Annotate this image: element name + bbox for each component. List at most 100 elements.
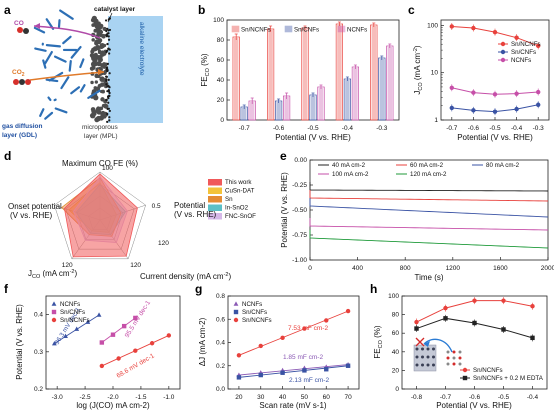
h-inset-edta-atom — [446, 362, 450, 366]
catalyst-particle — [104, 19, 108, 22]
g-point — [302, 368, 307, 373]
gdl-fiber — [62, 35, 72, 45]
c-point — [449, 85, 454, 90]
e-series-line — [309, 190, 549, 202]
c-xtick-label: -0.4 — [511, 125, 523, 132]
h-point — [443, 305, 448, 311]
catalyst-particle — [105, 67, 109, 70]
h-inset-atom — [415, 363, 419, 367]
h-inset-cross-2 — [415, 337, 425, 347]
gdl-fiber — [45, 43, 61, 48]
catalyst-particle — [105, 75, 108, 78]
panel-c-series — [449, 22, 541, 116]
g-point — [324, 318, 329, 323]
panel-label-e: e — [280, 149, 287, 163]
d-grid-ring — [54, 171, 146, 260]
panel-e-legend: 40 mA cm-2 60 mA cm-2 80 mA cm-2 100 mA cm-… — [318, 162, 520, 178]
d-legend-swatch — [208, 204, 222, 211]
h-ylabel-fe: FE — [373, 348, 382, 358]
h-xtick-label: -0.4 — [527, 394, 539, 401]
d-tick-label: 120 — [62, 262, 73, 269]
gdl-fiber — [79, 58, 85, 69]
catalyst-particle — [107, 47, 110, 50]
h-inset-edta-atom — [452, 362, 456, 366]
b-bar-fill — [276, 102, 281, 120]
h-inset-edta-atom — [446, 350, 450, 354]
h-ylabel-unit: (%) — [373, 325, 382, 340]
mpl-particle — [93, 28, 98, 33]
h-ylabel-sub: CO — [378, 339, 384, 348]
panel-b-legend: Sn/NCNFs Sn/CNFs NCNFs — [231, 25, 367, 34]
panel-g-series: 1.85 mF cm-2 2.13 mF cm-2 7.53 mF cm-2 — [236, 308, 351, 384]
radar-axis-left-1: Onset potential — [8, 202, 62, 211]
radar-axis-bl-unit: (mA cm — [40, 269, 70, 278]
f-legend-label: NCNFs — [60, 301, 80, 308]
h-inset-edta-atom — [458, 350, 462, 354]
catalyst-layer — [104, 17, 112, 123]
g-ytick-label: 0.8 — [216, 293, 225, 300]
catalyst-particle — [106, 42, 109, 46]
b-ylabel-fe: FE — [200, 76, 209, 86]
h-inset-atom — [415, 355, 419, 359]
e-ytick-label: -0.50 — [292, 207, 307, 214]
h-inset-atom — [421, 363, 424, 367]
g-ytick-label: 0.4 — [216, 340, 225, 347]
e-xtick-label: 0 — [308, 265, 312, 272]
mpl-label-2: layer (MPL) — [84, 133, 118, 140]
gdl-fiber — [70, 86, 81, 95]
panel-e-xlabel: Time (s) — [414, 273, 443, 282]
catalyst-particle — [105, 98, 108, 102]
d-legend-swatch — [208, 179, 222, 186]
mpl-particle — [94, 41, 99, 46]
g-xtick-label: 30 — [257, 394, 265, 401]
co-arrowhead — [34, 23, 40, 29]
c-xtick-label: -0.6 — [468, 125, 480, 132]
c-point — [514, 35, 519, 40]
g-point — [236, 375, 242, 380]
panel-g-capacitance-chart: 0.0 0.2 0.4 0.6 0.8 20 30 40 50 60 70 1.85 mF cm-… — [198, 293, 360, 410]
catalyst-particle — [107, 90, 111, 93]
f-point — [63, 333, 68, 338]
e-legend-label: 120 mA cm-2 — [410, 171, 447, 178]
f-xtick-label: -2.5 — [79, 394, 91, 401]
gdl-label-1: gas diffusion — [2, 123, 42, 130]
c-xtick-label: -0.3 — [533, 125, 545, 132]
e-xtick-label: 1600 — [493, 265, 508, 272]
gdl-fiber — [33, 26, 46, 34]
h-point — [501, 298, 506, 303]
h-inset-arrowhead — [424, 341, 430, 347]
d-legend-swatch — [208, 196, 222, 203]
panel-b-bars — [232, 21, 394, 121]
gdl-fiber — [39, 108, 45, 117]
f-slope-label: 68.6 mV dec-1 — [116, 352, 156, 379]
g-point — [258, 343, 263, 349]
c-point — [471, 90, 476, 95]
g-point — [302, 326, 307, 331]
h-ytick-label: 20 — [392, 367, 400, 374]
co-arrow — [33, 25, 101, 39]
g-ytick-label: 0.6 — [216, 316, 225, 323]
gdl-fiber — [60, 76, 70, 90]
gdl-fiber — [53, 55, 67, 63]
panel-g-x-ticks: 20 30 40 50 60 70 — [235, 386, 352, 401]
panel-e-series — [309, 182, 549, 249]
mpl-particle — [90, 80, 94, 85]
mpl-particle — [97, 38, 103, 43]
h-ytick-label: 60 — [392, 330, 400, 337]
catalyst-particle — [107, 38, 111, 41]
panel-h-xlabel: Potential (V vs. RHE) — [436, 401, 512, 410]
panel-c-ylabel: JCO (mA cm-2) — [413, 45, 424, 94]
b-xtick-label: -0.5 — [307, 125, 319, 132]
b-ytick-label: 60 — [217, 57, 225, 64]
d-legend-label: Sn — [225, 196, 233, 203]
mpl-particle — [96, 61, 101, 66]
radar-axis-top: Maximum CO FE (%) — [62, 159, 138, 168]
catalyst-particle — [106, 107, 109, 111]
h-inset-edta-atom — [458, 356, 462, 360]
catalyst-particle — [107, 78, 110, 81]
h-xtick-label: -0.7 — [440, 394, 452, 401]
panel-label-h: h — [370, 282, 377, 296]
d-legend-label: In-SnO2 — [225, 205, 249, 212]
